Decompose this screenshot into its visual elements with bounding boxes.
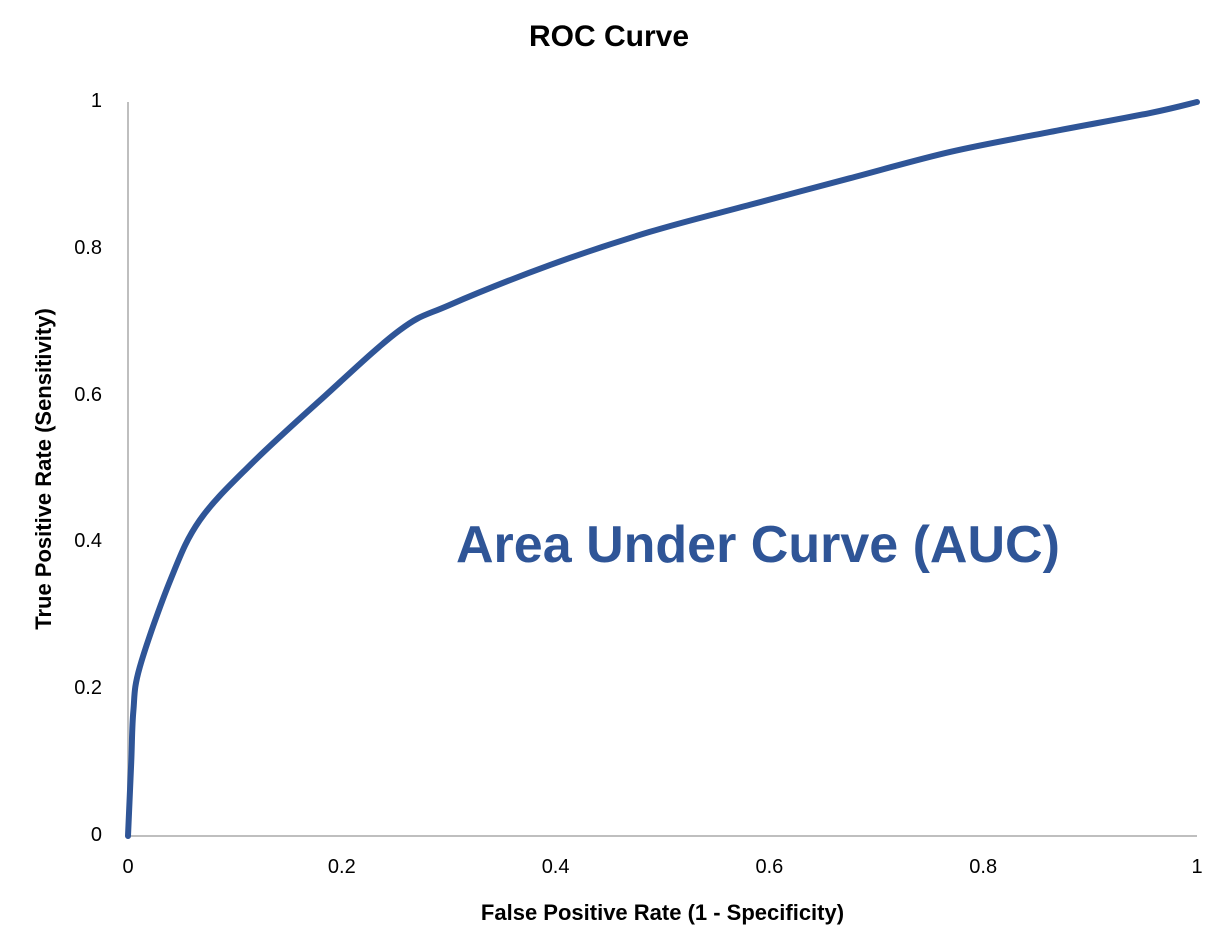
x-tick-label: 0.2 [327,856,356,878]
y-tick-label: 0 [90,824,102,846]
auc-annotation: Area Under Curve (AUC) [456,516,1060,574]
y-tick-label: 1 [90,90,102,112]
x-tick-label: 0.8 [969,856,998,878]
roc-curve-line [125,99,1200,839]
x-axis-label: False Positive Rate (1 - Specificity) [480,900,845,925]
y-tick-label: 0.8 [74,236,102,259]
y-tick-label: 0.2 [74,677,102,700]
y-tick-label: 0.6 [74,383,102,406]
x-tick-label: 1 [1191,856,1203,878]
chart-title: ROC Curve [528,20,690,53]
x-tick-label: 0 [122,856,134,878]
x-tick-label: 0.6 [755,856,784,878]
y-tick-label: 0.4 [74,530,102,553]
y-axis-label: True Positive Rate (Sensitivity) [31,308,56,630]
x-tick-label: 0.4 [541,856,570,878]
